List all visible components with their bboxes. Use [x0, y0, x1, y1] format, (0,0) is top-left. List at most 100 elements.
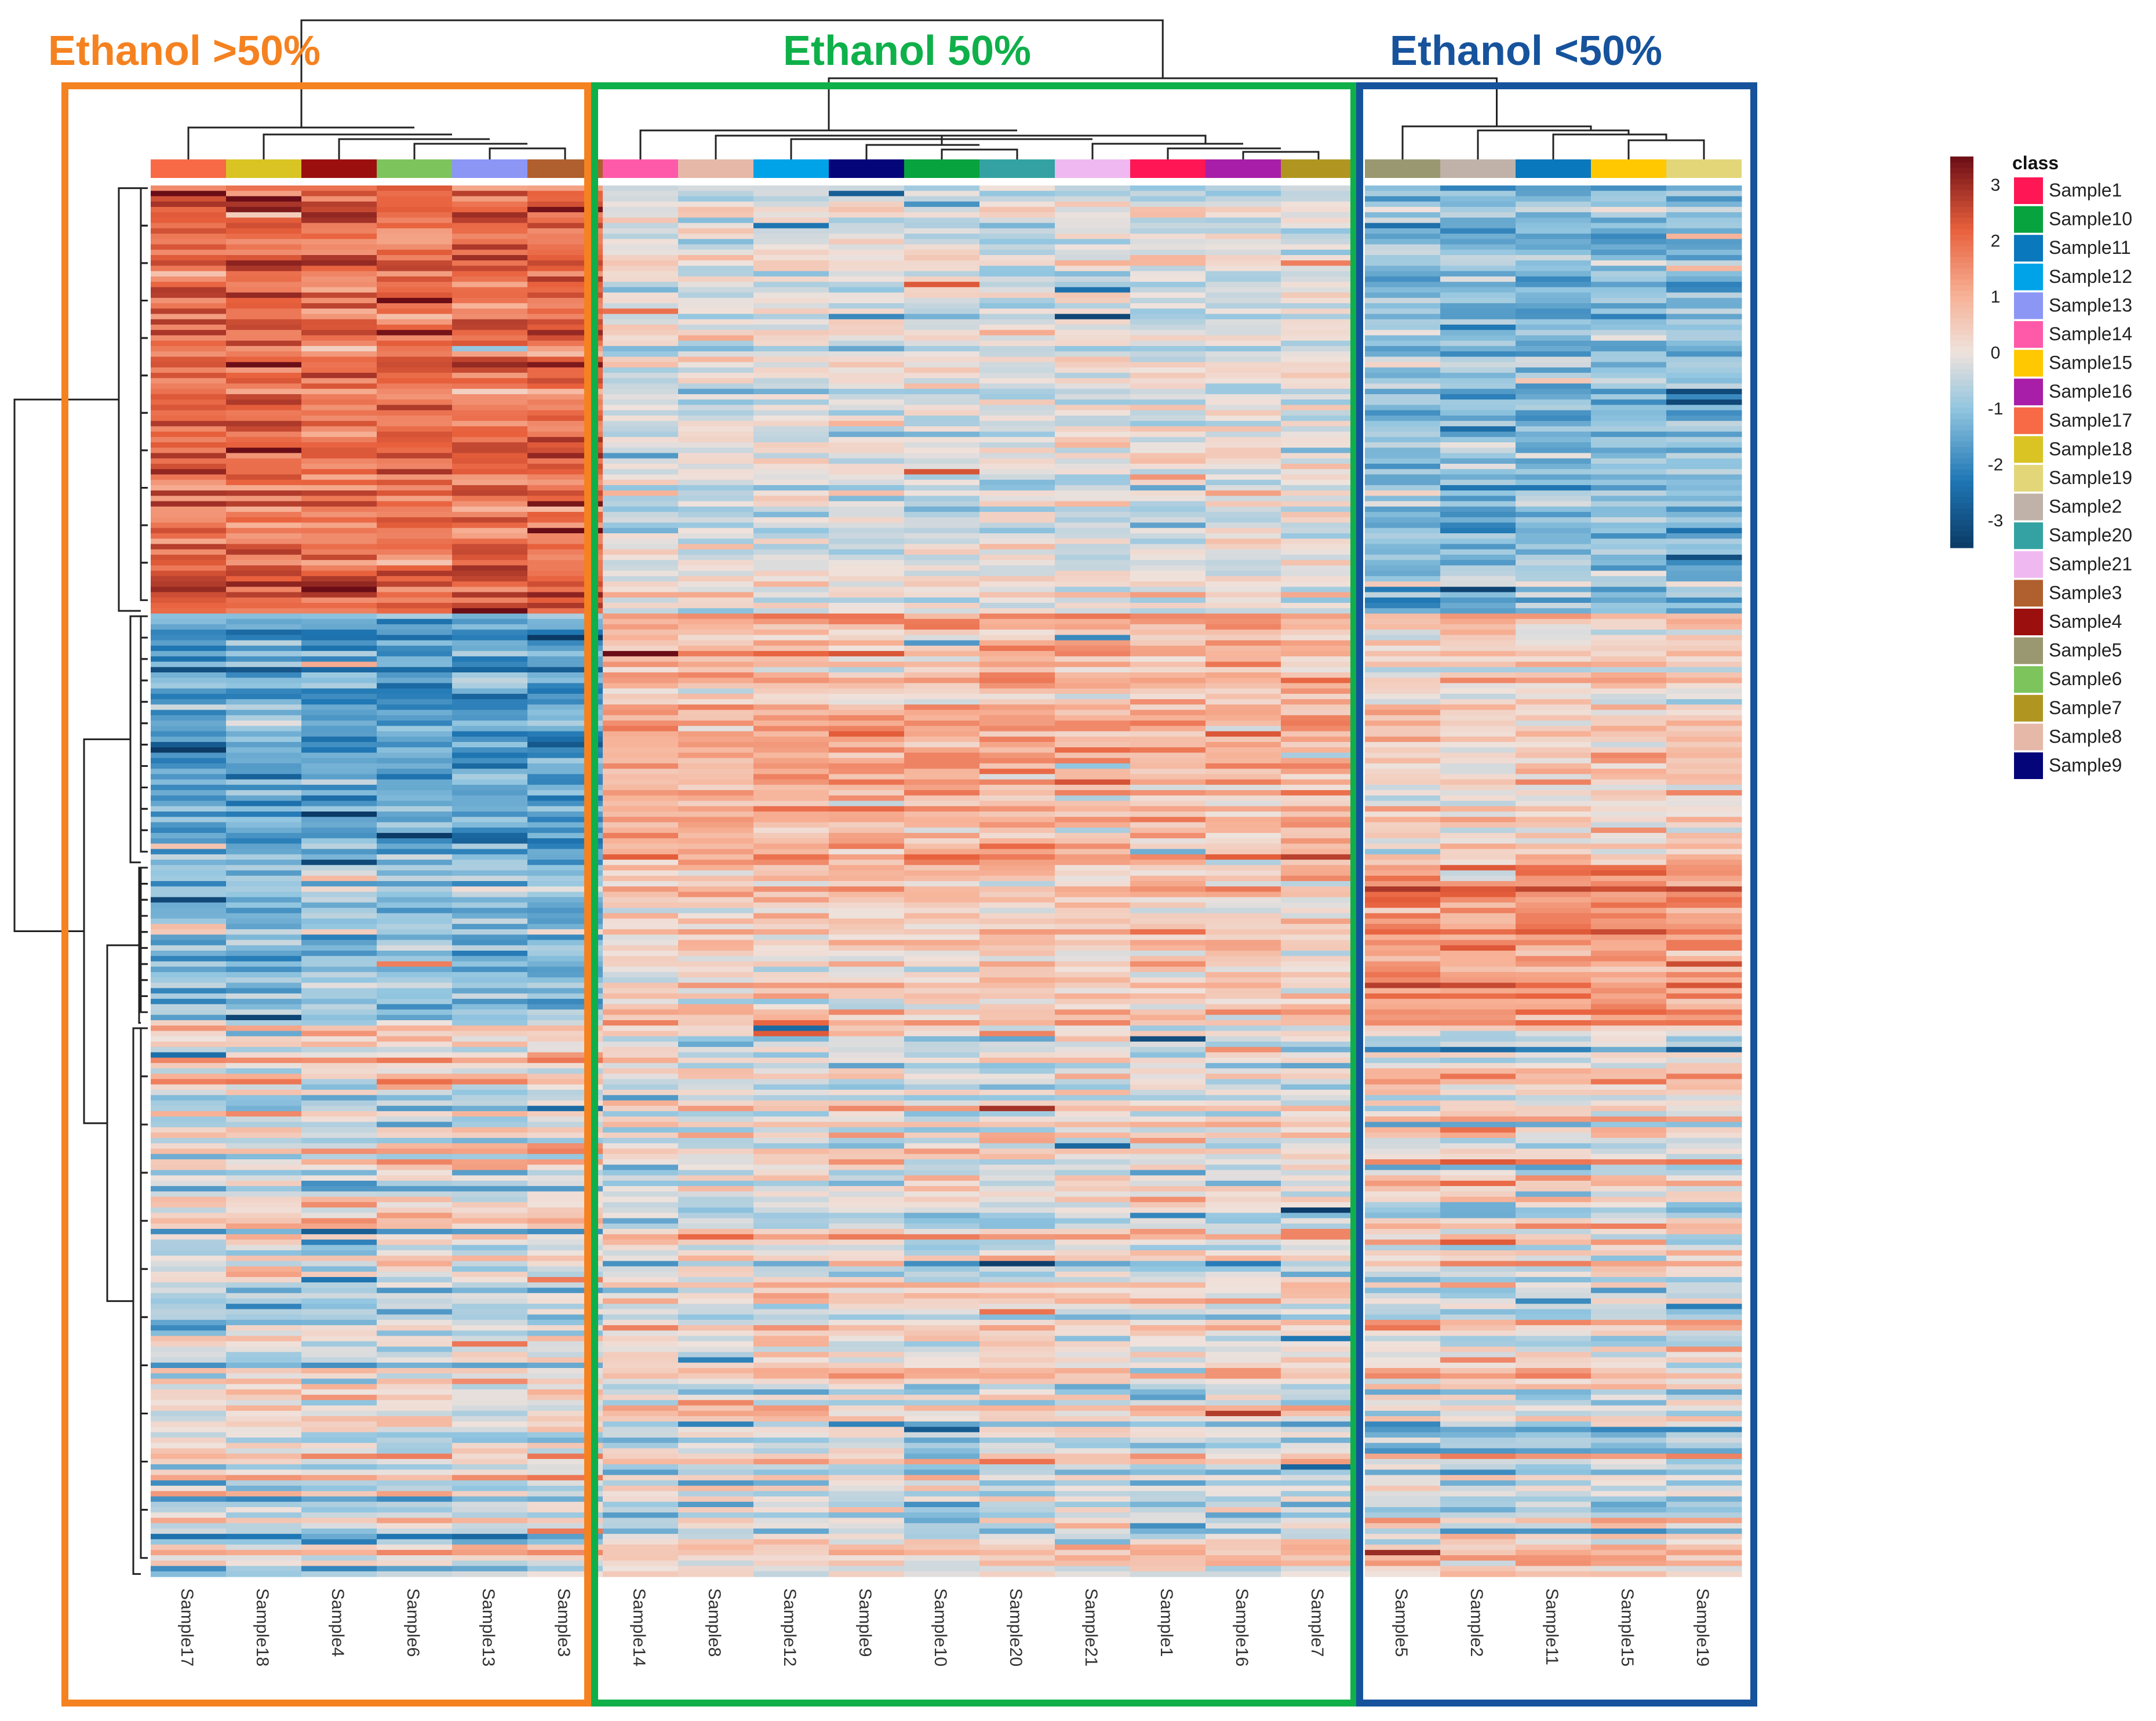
- heatmap-cell: [829, 1400, 905, 1406]
- heatmap-cell: [1516, 661, 1591, 668]
- heatmap-cell: [1591, 287, 1667, 293]
- heatmap-cell: [904, 630, 980, 635]
- heatmap-cell: [979, 1266, 1055, 1272]
- heatmap-cell: [1206, 1132, 1281, 1138]
- heatmap-cell: [1206, 667, 1281, 673]
- heatmap-cell: [1281, 1293, 1357, 1299]
- heatmap-cell: [151, 693, 227, 700]
- heatmap-cell: [1666, 795, 1742, 802]
- heatmap-cell: [527, 1100, 603, 1107]
- heatmap-cell: [527, 201, 603, 208]
- heatmap-cell: [1055, 592, 1131, 598]
- heatmap-cell: [1516, 458, 1591, 464]
- heatmap-cell: [1130, 1410, 1206, 1417]
- heatmap-cell: [979, 1405, 1055, 1411]
- heatmap-cell: [1281, 1196, 1357, 1203]
- heatmap-cell: [527, 1132, 603, 1138]
- heatmap-cell: [1516, 972, 1591, 978]
- heatmap-cell: [979, 822, 1055, 828]
- heatmap-cell: [1130, 1020, 1206, 1026]
- heatmap-cell: [1365, 881, 1441, 887]
- heatmap-cell: [1281, 1448, 1357, 1454]
- heatmap-cell: [1055, 977, 1131, 983]
- heatmap-cell: [452, 1282, 528, 1289]
- heatmap-cell: [979, 560, 1055, 566]
- heatmap-cell: [1440, 678, 1516, 684]
- heatmap-cell: [1365, 886, 1441, 893]
- heatmap-cell: [904, 234, 980, 239]
- heatmap-cell: [979, 501, 1055, 507]
- heatmap-cell: [979, 1084, 1055, 1090]
- heatmap-cell: [226, 1105, 302, 1112]
- heatmap-cell: [301, 608, 377, 614]
- heatmap-cell: [1281, 902, 1357, 908]
- heatmap-cell: [1130, 672, 1206, 678]
- heatmap-cell: [226, 1271, 302, 1278]
- heatmap-cell: [829, 945, 905, 951]
- heatmap-cell: [377, 1287, 453, 1294]
- heatmap-cell: [151, 1122, 227, 1128]
- heatmap-cell: [829, 1443, 905, 1449]
- heatmap-cell: [1055, 870, 1131, 876]
- heatmap-cell: [904, 1025, 980, 1032]
- heatmap-cell: [753, 330, 829, 336]
- heatmap-cell: [1440, 436, 1516, 443]
- heatmap-cell: [1281, 929, 1357, 935]
- heatmap-cell: [979, 1256, 1055, 1261]
- heatmap-cell: [1440, 415, 1516, 421]
- heatmap-cell: [452, 1116, 528, 1122]
- heatmap-cell: [678, 485, 754, 491]
- heatmap-cell: [753, 1090, 829, 1096]
- heatmap-cell: [226, 383, 302, 390]
- heatmap-cell: [1206, 565, 1281, 572]
- heatmap-cell: [452, 1384, 528, 1390]
- heatmap-cell: [1055, 731, 1131, 737]
- heatmap-cell: [678, 405, 754, 411]
- heatmap-cell: [1206, 1154, 1281, 1160]
- heatmap-cell: [603, 1319, 679, 1326]
- heatmap-cell: [226, 447, 302, 454]
- heatmap-cell: [979, 1159, 1055, 1165]
- heatmap-cell: [301, 271, 377, 277]
- heatmap-cell: [1130, 1047, 1206, 1053]
- heatmap-cell: [979, 249, 1055, 256]
- heatmap-cell: [1516, 603, 1591, 609]
- heatmap-cell: [151, 496, 227, 502]
- heatmap-cell: [829, 854, 905, 860]
- heatmap-cell: [1206, 726, 1281, 732]
- heatmap-cell: [226, 1389, 302, 1395]
- heatmap-cell: [678, 1421, 754, 1428]
- heatmap-cell: [1281, 292, 1357, 299]
- heatmap-cell: [226, 763, 302, 769]
- heatmap-cell: [1281, 410, 1357, 416]
- heatmap-cell: [1591, 265, 1667, 272]
- heatmap-cell: [151, 870, 227, 876]
- heatmap-cell: [452, 630, 528, 635]
- heatmap-cell: [1365, 945, 1441, 951]
- heatmap-cell: [527, 501, 603, 507]
- heatmap-cell: [1666, 587, 1742, 593]
- heatmap-cell: [1591, 758, 1667, 764]
- heatmap-cell: [1281, 1256, 1357, 1261]
- heatmap-cell: [151, 234, 227, 239]
- heatmap-cell: [753, 1229, 829, 1235]
- heatmap-cell: [301, 870, 377, 876]
- heatmap-cell: [1281, 672, 1357, 678]
- heatmap-cell: [1591, 527, 1667, 534]
- heatmap-cell: [452, 1068, 528, 1074]
- heatmap-cell: [1206, 1362, 1281, 1369]
- heatmap-cell: [678, 790, 754, 796]
- heatmap-cell: [151, 1047, 227, 1053]
- heatmap-cell: [1365, 271, 1441, 277]
- heatmap-cell: [527, 1368, 603, 1374]
- heatmap-cell: [377, 961, 453, 967]
- heatmap-cell: [1666, 972, 1742, 978]
- heatmap-cell: [1440, 1245, 1516, 1251]
- heatmap-cell: [1130, 191, 1206, 197]
- heatmap-cell: [1055, 1357, 1131, 1363]
- heatmap-cell: [1055, 1031, 1131, 1037]
- heatmap-cell: [753, 196, 829, 202]
- heatmap-cell: [151, 1234, 227, 1240]
- heatmap-cell: [1130, 265, 1206, 272]
- heatmap-cell: [1281, 1100, 1357, 1107]
